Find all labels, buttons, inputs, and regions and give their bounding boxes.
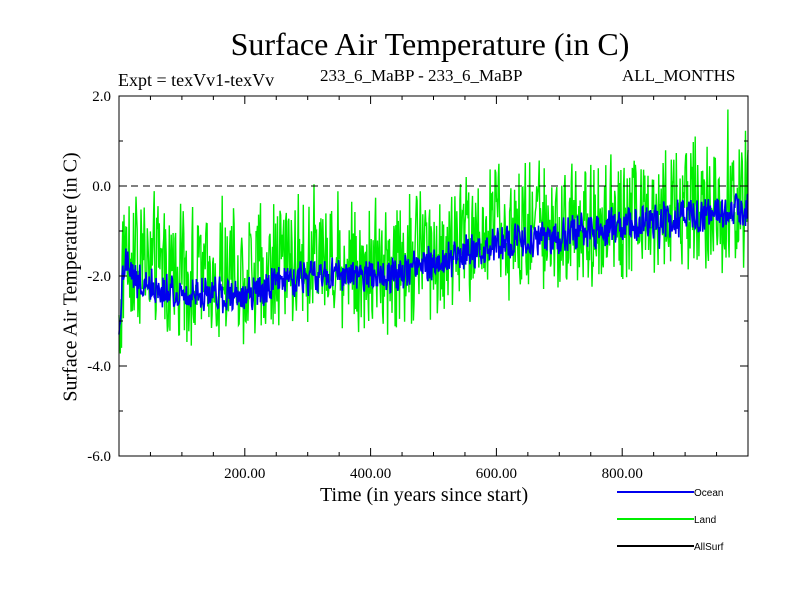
period-label: ALL_MONTHS [622, 66, 736, 85]
legend-label-allsurf: AllSurf [694, 542, 724, 553]
x-tick-label: 400.00 [350, 466, 391, 482]
legend-label-land: Land [694, 515, 716, 526]
series-line-land [118, 109, 749, 354]
experiment-label: Expt = texVv1-texVv [118, 70, 275, 90]
y-tick-label: -6.0 [87, 449, 111, 465]
chart-subtitle: 233_6_MaBP - 233_6_MaBP [320, 66, 523, 85]
y-tick-label: -4.0 [87, 359, 111, 375]
legend: Ocean Land AllSurf [617, 488, 724, 553]
y-tick-label: 2.0 [92, 89, 111, 105]
chart-title: Surface Air Temperature (in C) [230, 26, 630, 62]
axis-ticks: 200.00 400.00 600.00 800.00 2.0 0.0 -2.0 -4.0 -6… [87, 89, 748, 482]
x-tick-label: 600.00 [476, 466, 517, 482]
y-tick-label: 0.0 [92, 179, 111, 195]
x-tick-label: 800.00 [602, 466, 643, 482]
series-group [118, 109, 749, 354]
y-tick-label: -2.0 [87, 269, 111, 285]
x-axis-label: Time (in years since start) [320, 484, 529, 506]
x-tick-label: 200.00 [224, 466, 265, 482]
legend-label-ocean: Ocean [694, 488, 723, 499]
series-line-ocean [118, 193, 749, 335]
